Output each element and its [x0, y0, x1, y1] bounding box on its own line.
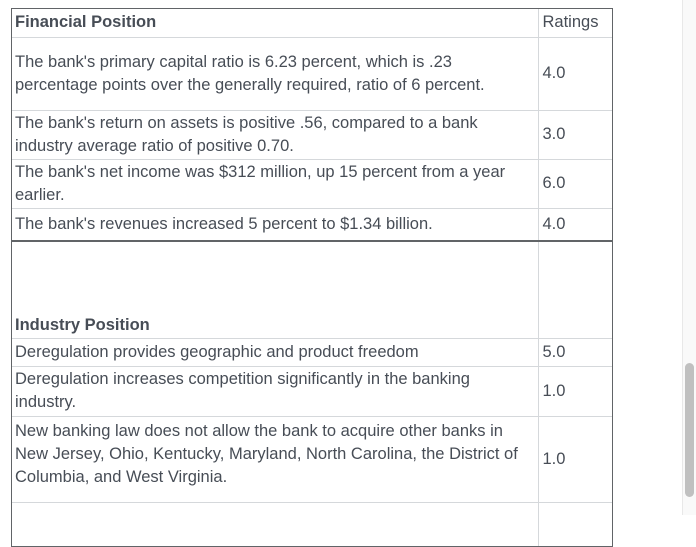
table-row: Deregulation provides geographic and pro… [12, 337, 612, 366]
financial-row-description: The bank's net income was $312 million, … [12, 158, 538, 208]
empty-rating-cell [537, 501, 612, 546]
table-row-cutoff [12, 501, 612, 546]
industry-position-header: Industry Position [15, 315, 150, 334]
section-title-row: Industry Position [12, 242, 612, 338]
financial-row-rating: 3.0 [537, 109, 612, 159]
blank-spacer [15, 248, 534, 314]
financial-position-header: Financial Position [15, 13, 157, 32]
vertical-scrollbar-track[interactable] [682, 0, 696, 515]
empty-rating-cell [537, 242, 612, 338]
financial-position-table: Financial Position Ratings The bank's pr… [11, 8, 613, 241]
financial-row-rating: 4.0 [537, 36, 612, 110]
industry-row-rating: 1.0 [537, 415, 612, 502]
empty-description-cell [12, 501, 538, 546]
table-row: The bank's revenues increased 5 percent … [12, 207, 612, 240]
financial-row-description: The bank's revenues increased 5 percent … [12, 207, 538, 240]
table-row: Deregulation increases competition signi… [12, 365, 612, 416]
financial-row-description: The bank's return on assets is positive … [12, 109, 538, 159]
industry-row-description: Deregulation increases competition signi… [12, 365, 538, 416]
industry-position-table: Industry Position Deregulation provides … [11, 241, 613, 547]
industry-row-rating: 1.0 [537, 365, 612, 416]
industry-row-description: New banking law does not allow the bank … [12, 415, 538, 502]
table-header-row: Financial Position Ratings [12, 9, 612, 37]
table-row: The bank's net income was $312 million, … [12, 158, 612, 208]
industry-row-rating: 5.0 [537, 337, 612, 366]
industry-position-cell: Industry Position [12, 242, 538, 338]
financial-row-rating: 4.0 [537, 207, 612, 240]
table-row: New banking law does not allow the bank … [12, 415, 612, 502]
vertical-scrollbar-thumb[interactable] [685, 363, 694, 497]
table-row: The bank's primary capital ratio is 6.23… [12, 36, 612, 110]
ratings-column-header: Ratings [537, 9, 612, 37]
financial-row-description: The bank's primary capital ratio is 6.23… [12, 36, 538, 110]
ratings-content: Financial Position Ratings The bank's pr… [11, 8, 613, 547]
table-row: The bank's return on assets is positive … [12, 109, 612, 159]
financial-row-rating: 6.0 [537, 158, 612, 208]
industry-row-description: Deregulation provides geographic and pro… [12, 337, 538, 366]
